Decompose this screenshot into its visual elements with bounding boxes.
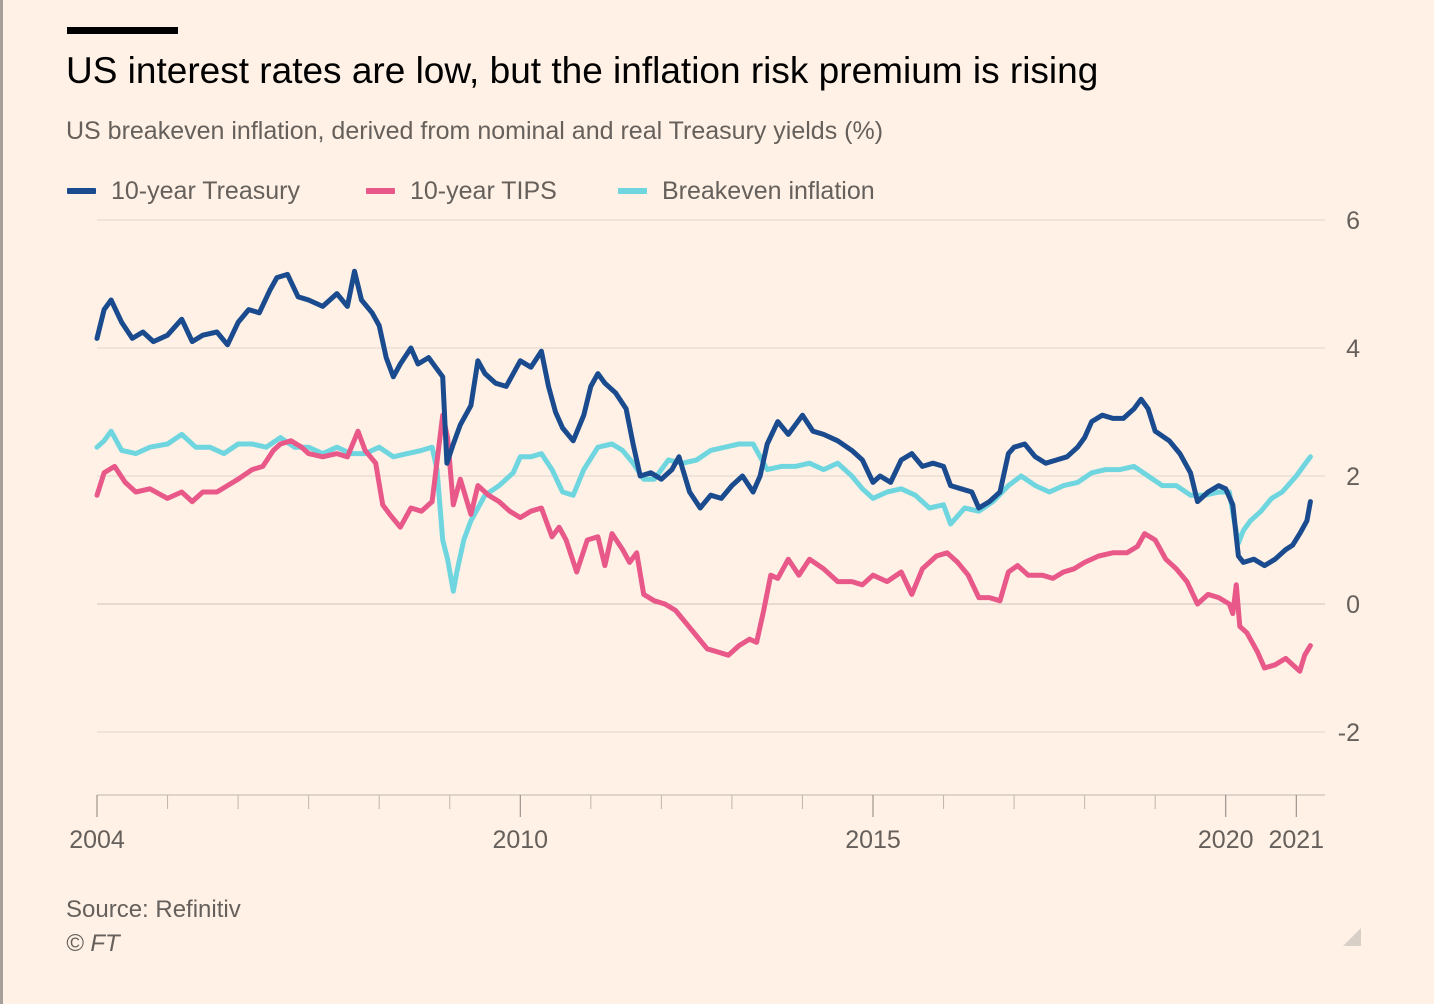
left-frame-edge (0, 0, 3, 1004)
source-note: Source: Refinitiv (66, 896, 241, 923)
x-tick-label: 2010 (492, 826, 548, 854)
chart-title: US interest rates are low, but the infla… (66, 50, 1099, 91)
legend-swatch-treasury (67, 188, 96, 194)
legend-swatch-breakeven (618, 188, 647, 194)
y-tick-label: -2 (1338, 719, 1360, 747)
series-line-tips (94, 412, 1313, 674)
line-chart: 6 4 2 0 -2 2004 2010 2015 2020 2021 (69, 207, 1360, 854)
x-tick-label: 2015 (845, 826, 901, 854)
x-tick-label: 2004 (69, 826, 125, 854)
legend-label-tips: 10-year TIPS (410, 177, 557, 205)
y-tick-label: 6 (1346, 207, 1360, 235)
series-line-treasury (94, 268, 1313, 569)
legend-label-breakeven: Breakeven inflation (662, 177, 875, 205)
copyright-note: © FT (66, 930, 120, 957)
legend-swatch-tips (366, 188, 395, 194)
header-accent-bar (67, 27, 178, 34)
y-tick-label: 2 (1346, 463, 1360, 491)
x-tick-label: 2021 (1268, 826, 1324, 854)
x-tick-label: 2020 (1198, 826, 1254, 854)
y-tick-label: 4 (1346, 335, 1360, 363)
series-line-breakeven (94, 428, 1313, 594)
y-tick-label: 0 (1346, 591, 1360, 619)
legend-label-treasury: 10-year Treasury (111, 177, 300, 205)
resize-corner (1343, 928, 1361, 946)
chart-subtitle: US breakeven inflation, derived from nom… (66, 117, 884, 145)
